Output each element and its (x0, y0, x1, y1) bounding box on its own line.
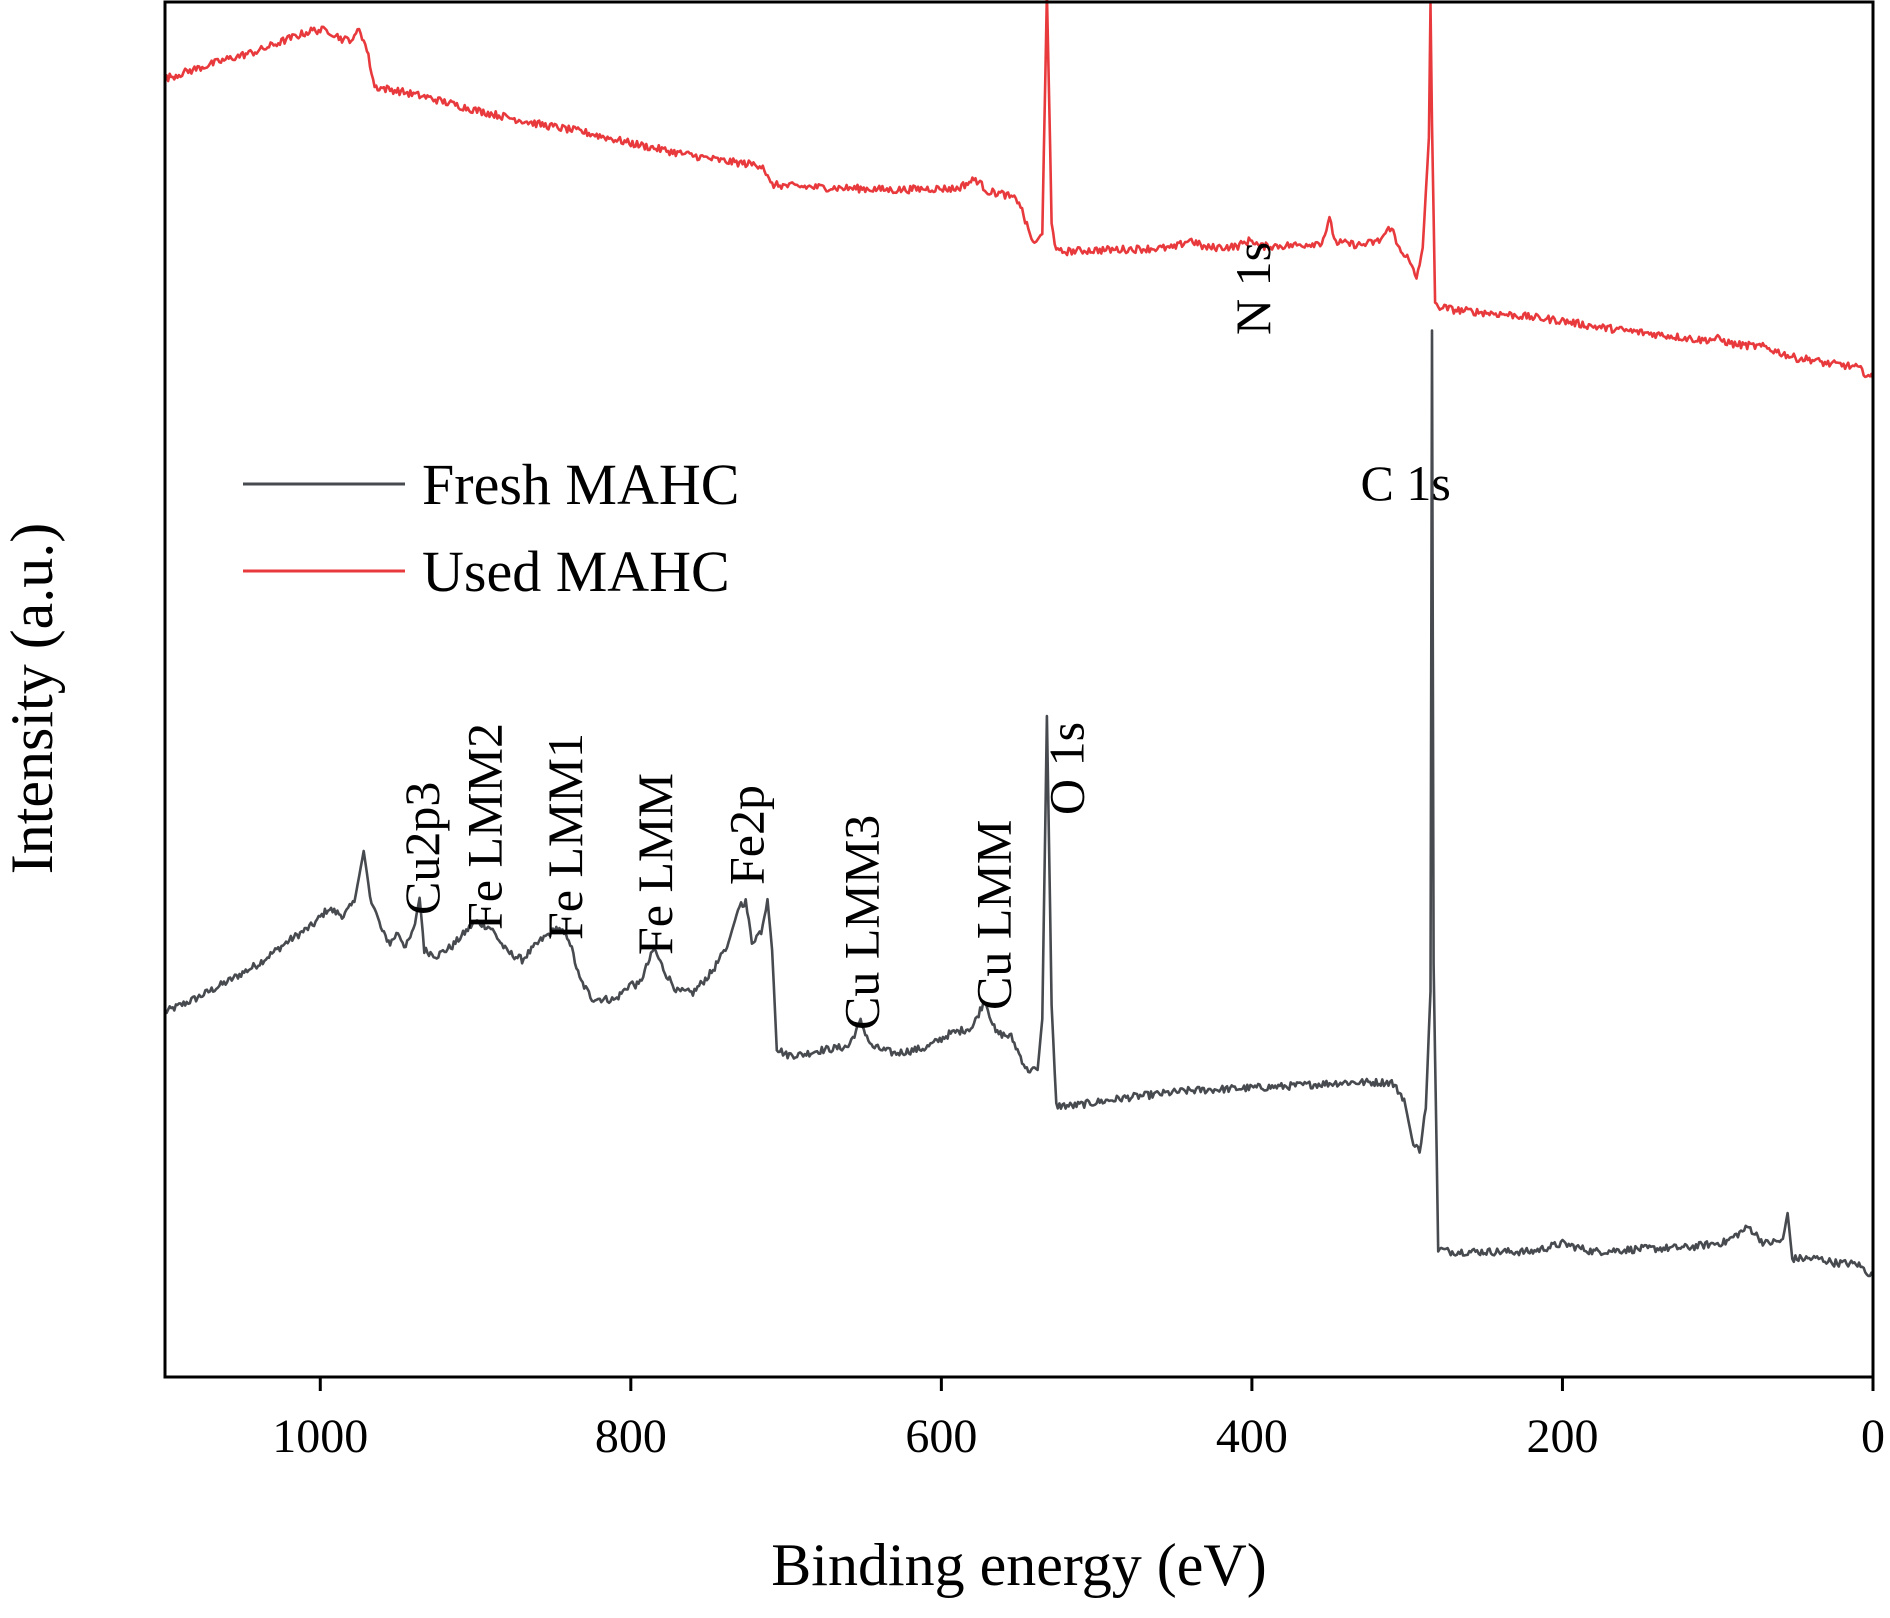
peak-label-c-1s: C 1s (1360, 455, 1450, 511)
series-layer (163, 0, 1875, 1278)
peak-label-o-1s: O 1s (1039, 722, 1095, 815)
x-tick-label-400: 400 (1216, 1410, 1288, 1463)
y-axis-label: Intensity (a.u.) (0, 523, 65, 875)
axes-layer (163, 0, 1875, 1379)
peak-label-fe2p: Fe2p (719, 785, 775, 885)
peak-label-fe-lmm2: Fe LMM2 (456, 723, 512, 930)
x-axis-label: Binding energy (eV) (771, 1532, 1266, 1598)
legend: Fresh MAHC Used MAHC (243, 452, 739, 604)
peak-label-fe-lmm: Fe LMM (627, 773, 683, 955)
legend-label-fresh: Fresh MAHC (422, 452, 739, 517)
peak-label-cu2p3: Cu2p3 (394, 782, 450, 915)
series-line-used-mahc (163, 0, 1875, 380)
legend-label-used: Used MAHC (422, 539, 730, 604)
peak-annotations: Cu2p3 Fe LMM2 Fe LMM1 Fe LMM Fe2p Cu LMM3 Cu L… (394, 242, 1451, 1030)
x-tick-label-0: 0 (1861, 1410, 1885, 1463)
peak-label-cu-lmm3: Cu LMM3 (834, 815, 890, 1030)
x-tick-label-800: 800 (595, 1410, 667, 1463)
plot-frame (163, 0, 1875, 1379)
peak-label-cu-lmm: Cu LMM (966, 820, 1022, 1010)
peak-label-fe-lmm1: Fe LMM1 (537, 733, 593, 940)
peak-label-n-1s: N 1s (1225, 242, 1281, 335)
series-line-fresh-mahc (163, 329, 1875, 1278)
x-tick-label-200: 200 (1526, 1410, 1598, 1463)
x-tick-label-600: 600 (905, 1410, 977, 1463)
x-tick-label-1000: 1000 (272, 1410, 368, 1463)
x-ticks: 1000 800 600 400 200 0 (272, 1377, 1885, 1463)
